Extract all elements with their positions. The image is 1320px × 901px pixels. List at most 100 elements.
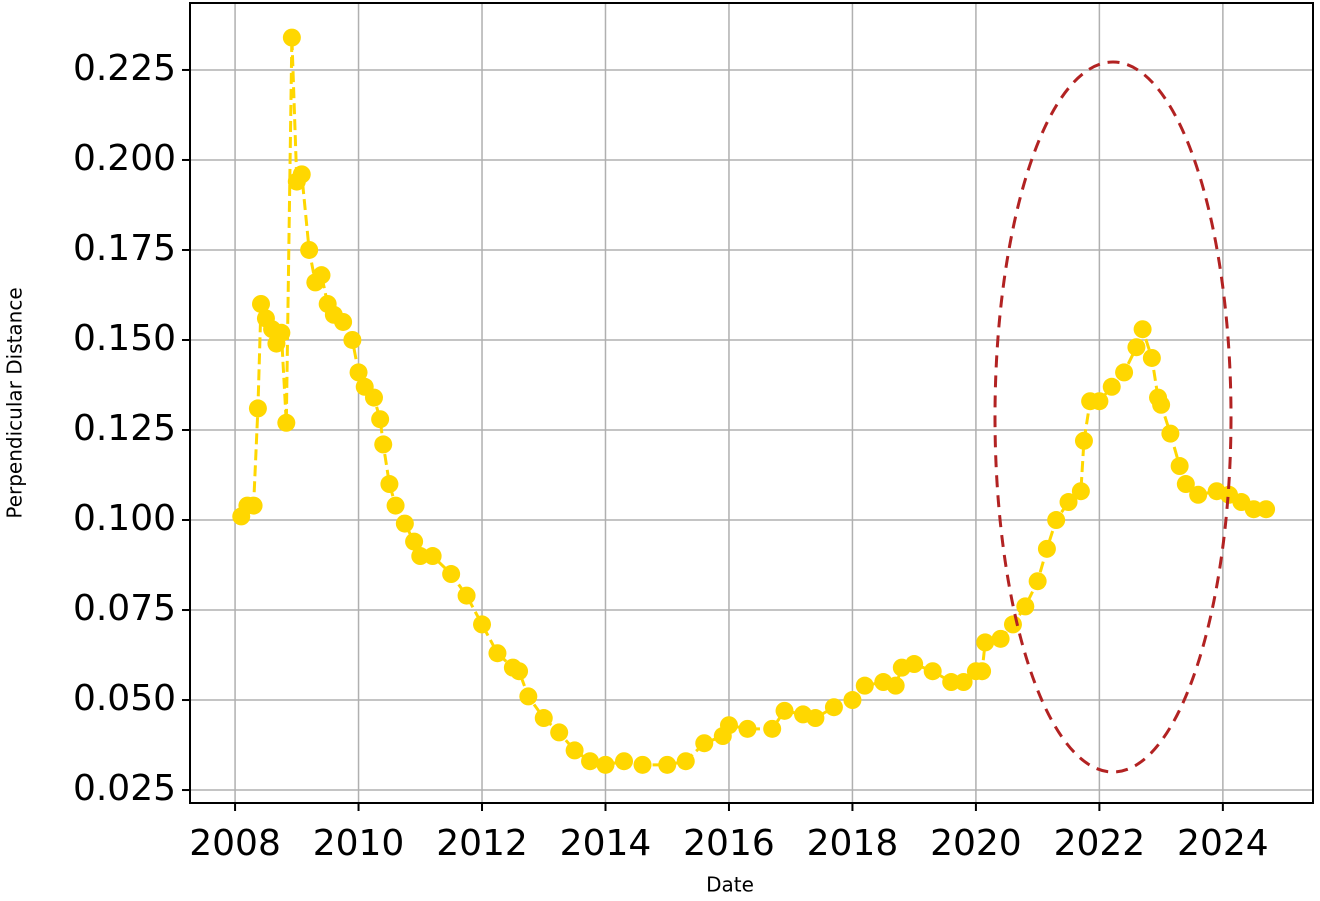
point [1090, 392, 1109, 411]
x-tick-label: 2016 [683, 823, 775, 864]
point [473, 615, 492, 634]
point [334, 312, 353, 331]
point [1152, 395, 1171, 414]
point [1176, 475, 1195, 494]
point [886, 676, 905, 695]
point [1102, 377, 1121, 396]
point [1189, 485, 1208, 504]
y-tick-label: 0.125 [73, 408, 176, 449]
point [244, 496, 263, 515]
y-axis-label: Perpendicular Distance [3, 287, 27, 518]
point [942, 673, 961, 692]
point [824, 698, 843, 717]
point [1003, 615, 1022, 634]
x-tick-label: 2024 [1177, 823, 1269, 864]
y-tick-label: 0.075 [73, 588, 176, 629]
point [1133, 320, 1152, 339]
point [457, 586, 476, 605]
x-tick-label: 2022 [1054, 823, 1146, 864]
point [855, 676, 874, 695]
point [1028, 572, 1047, 591]
y-tick-label: 0.100 [73, 498, 176, 539]
point [395, 514, 414, 533]
y-tick-label: 0.200 [73, 138, 176, 179]
point [1047, 511, 1066, 530]
point [292, 165, 311, 184]
point [371, 410, 390, 429]
plot-frame [189, 2, 1314, 804]
x-axis-label: Date [706, 873, 754, 897]
point [1016, 597, 1035, 616]
point [349, 363, 368, 382]
point [1037, 539, 1056, 558]
point [923, 662, 942, 681]
point [534, 709, 553, 728]
point [1074, 431, 1093, 450]
point [695, 734, 714, 753]
point [991, 629, 1010, 648]
point [1071, 482, 1090, 501]
point [581, 752, 600, 771]
point [658, 755, 677, 774]
point [1142, 348, 1161, 367]
y-tick-label: 0.050 [73, 678, 176, 719]
point [272, 323, 291, 342]
x-tick-label: 2020 [930, 823, 1022, 864]
point [905, 655, 924, 674]
point [300, 240, 319, 259]
point [282, 28, 301, 47]
point [596, 755, 615, 774]
y-tick-label: 0.225 [73, 48, 176, 89]
point [380, 475, 399, 494]
point [1127, 338, 1146, 357]
point [248, 399, 267, 418]
y-tick-label: 0.150 [73, 318, 176, 359]
point [843, 691, 862, 710]
point [343, 330, 362, 349]
point [423, 547, 442, 566]
highlight-ellipse [993, 60, 1233, 774]
point [676, 752, 695, 771]
x-tick-label: 2008 [189, 823, 281, 864]
point [442, 565, 461, 584]
point [251, 294, 270, 313]
x-tick-label: 2018 [807, 823, 899, 864]
point [1161, 424, 1180, 443]
point [1115, 363, 1134, 382]
y-tick-label: 0.175 [73, 228, 176, 269]
point [374, 435, 393, 454]
point [488, 644, 507, 663]
plot-area [232, 28, 1276, 774]
point [615, 752, 634, 771]
point [565, 741, 584, 760]
point [1257, 500, 1276, 519]
point [806, 709, 825, 728]
point [411, 547, 430, 566]
point [364, 388, 383, 407]
point [510, 662, 529, 681]
point [954, 673, 973, 692]
point [1170, 457, 1189, 476]
point [633, 755, 652, 774]
series-line [239, 37, 1267, 767]
point [976, 633, 995, 652]
point [519, 687, 538, 706]
point [405, 532, 424, 551]
x-tick-label: 2010 [313, 823, 405, 864]
point [973, 662, 992, 681]
point [386, 496, 405, 515]
point [775, 701, 794, 720]
point [719, 716, 738, 735]
x-tick-label: 2012 [436, 823, 528, 864]
point [277, 413, 296, 432]
point [738, 719, 757, 738]
y-tick-label: 0.025 [73, 768, 176, 809]
grid [190, 3, 1313, 803]
point [1244, 500, 1263, 519]
x-tick-label: 2014 [560, 823, 652, 864]
point [550, 723, 569, 742]
point [763, 719, 782, 738]
point [1059, 493, 1078, 512]
point [312, 266, 331, 285]
